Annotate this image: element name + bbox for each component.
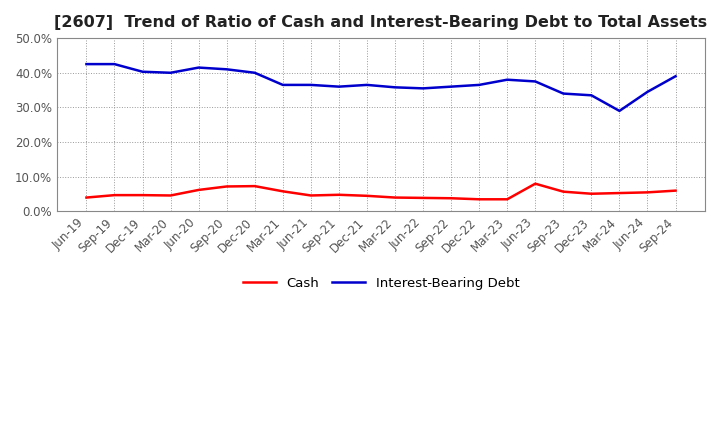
Cash (419, 195, 428, 201)
Interest-Bearing Debt (391, 84, 400, 90)
Cash (447, 196, 456, 201)
Cash (82, 195, 91, 200)
Interest-Bearing Debt (335, 84, 343, 89)
Interest-Bearing Debt (110, 62, 119, 67)
Cash (363, 193, 372, 198)
Interest-Bearing Debt (587, 93, 595, 98)
Interest-Bearing Debt (475, 82, 484, 88)
Cash (475, 197, 484, 202)
Cash (307, 193, 315, 198)
Interest-Bearing Debt (279, 82, 287, 88)
Cash (194, 187, 203, 193)
Line: Cash: Cash (86, 183, 675, 199)
Cash (335, 192, 343, 198)
Cash (615, 191, 624, 196)
Cash (222, 184, 231, 189)
Interest-Bearing Debt (419, 86, 428, 91)
Cash (110, 192, 119, 198)
Interest-Bearing Debt (138, 69, 147, 74)
Cash (531, 181, 539, 186)
Interest-Bearing Debt (82, 62, 91, 67)
Interest-Bearing Debt (559, 91, 567, 96)
Title: [2607]  Trend of Ratio of Cash and Interest-Bearing Debt to Total Assets: [2607] Trend of Ratio of Cash and Intere… (55, 15, 708, 30)
Cash (279, 189, 287, 194)
Cash (251, 183, 259, 189)
Interest-Bearing Debt (503, 77, 511, 82)
Interest-Bearing Debt (363, 82, 372, 88)
Interest-Bearing Debt (307, 82, 315, 88)
Legend: Cash, Interest-Bearing Debt: Cash, Interest-Bearing Debt (238, 271, 525, 295)
Interest-Bearing Debt (166, 70, 175, 75)
Interest-Bearing Debt (531, 79, 539, 84)
Cash (559, 189, 567, 194)
Cash (671, 188, 680, 193)
Interest-Bearing Debt (447, 84, 456, 89)
Cash (587, 191, 595, 196)
Interest-Bearing Debt (671, 73, 680, 79)
Cash (166, 193, 175, 198)
Cash (391, 195, 400, 200)
Line: Interest-Bearing Debt: Interest-Bearing Debt (86, 64, 675, 111)
Interest-Bearing Debt (615, 108, 624, 114)
Cash (503, 197, 511, 202)
Cash (138, 192, 147, 198)
Interest-Bearing Debt (222, 67, 231, 72)
Interest-Bearing Debt (643, 89, 652, 95)
Cash (643, 190, 652, 195)
Interest-Bearing Debt (251, 70, 259, 75)
Interest-Bearing Debt (194, 65, 203, 70)
